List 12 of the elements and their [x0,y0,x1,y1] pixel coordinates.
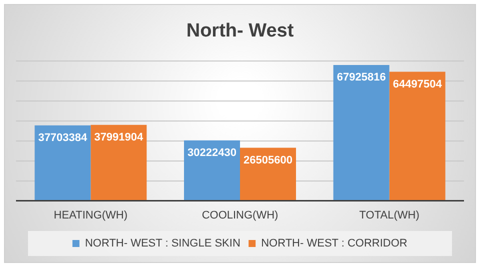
x-tick-label: COOLING(WH) [202,209,278,222]
chart-title: North- West [186,20,294,42]
data-label: 64497504 [392,78,443,90]
legend-label: NORTH- WEST : SINGLE SKIN [84,238,240,250]
x-tick-label: TOTAL(WH) [359,209,420,222]
data-label: 67925816 [336,71,386,84]
data-label: 37991904 [94,131,144,144]
data-label: 37703384 [38,132,88,144]
legend-label: NORTH- WEST : CORRIDOR [261,238,408,250]
data-label: 30222430 [188,146,236,159]
data-label: 26505600 [244,154,292,166]
x-tick-label: HEATING(WH) [54,209,128,222]
